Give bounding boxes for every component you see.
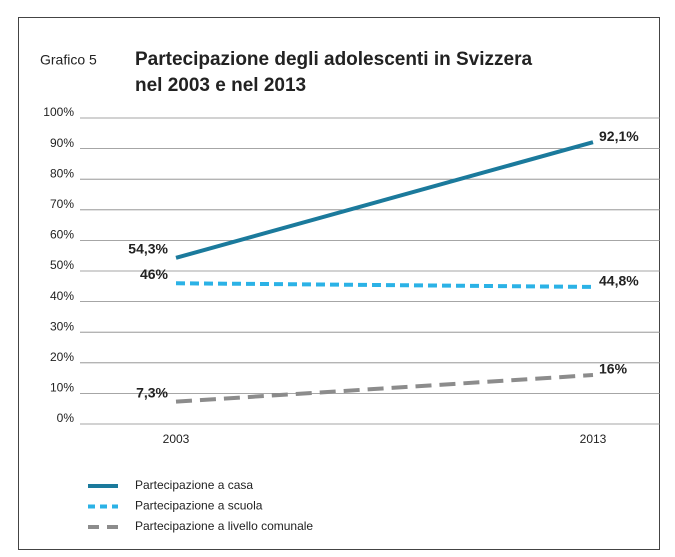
y-tick-label: 60% <box>50 228 74 242</box>
chart-label: Grafico 5 <box>40 52 97 68</box>
x-tick-label: 2013 <box>580 432 607 446</box>
y-tick-label: 30% <box>50 319 74 333</box>
x-tick-label: 2003 <box>163 432 190 446</box>
y-tick-label: 70% <box>50 197 74 211</box>
y-tick-label: 90% <box>50 136 74 150</box>
y-tick-label: 80% <box>50 166 74 180</box>
y-tick-label: 50% <box>50 258 74 272</box>
y-tick-label: 0% <box>57 411 75 425</box>
data-label: 44,8% <box>599 273 639 289</box>
y-tick-label: 20% <box>50 350 74 364</box>
y-tick-label: 40% <box>50 289 74 303</box>
chart-title: Partecipazione degli adolescenti in Sviz… <box>135 49 532 96</box>
data-label: 7,3% <box>136 384 168 400</box>
legend-label: Partecipazione a casa <box>135 478 253 492</box>
legend-label: Partecipazione a scuola <box>135 499 263 513</box>
series-line <box>175 373 594 404</box>
y-tick-label: 10% <box>50 381 74 395</box>
legend-label: Partecipazione a livello comunale <box>135 519 313 533</box>
series-line <box>175 281 594 289</box>
data-label: 92,1% <box>599 128 639 144</box>
data-label: 46% <box>140 266 169 282</box>
y-tick-label: 100% <box>43 105 74 119</box>
data-label: 54,3% <box>128 241 168 257</box>
data-label: 16% <box>599 361 628 377</box>
frame <box>18 17 660 550</box>
series-line <box>175 140 594 260</box>
